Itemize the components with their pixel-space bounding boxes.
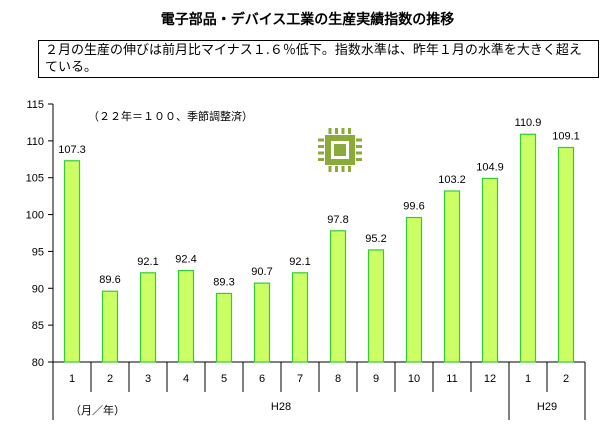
chip-core [334,144,346,156]
chip-pin [318,158,324,161]
x-tick-label: 4 [183,373,189,385]
x-tick-label: 6 [259,373,265,385]
data-label: 92.1 [137,256,158,268]
data-label: 97.8 [327,214,348,226]
x-tick-label: 1 [69,373,75,385]
bar [63,160,81,363]
y-tick-label: 100 [26,210,44,222]
bar [557,146,575,363]
unit-label: （月／年） [70,403,125,417]
x-tick-label: 1 [525,373,531,385]
chart-title: 電子部品・デバイス工業の生産実績指数の推移 [160,12,455,28]
chip-pin [341,166,345,172]
callout-text: ２月の生産の伸びは前月比マイナス１.６％低下。指数水準は、昨年１月の水準を大きく… [45,43,582,75]
x-tick-label: 2 [107,373,113,385]
chip-pin [356,145,362,148]
chip-pin [335,128,338,134]
data-label: 110.9 [515,117,542,129]
bar [101,290,119,363]
y-tick-label: 110 [26,136,44,148]
x-tick-label: 3 [145,373,151,385]
data-label: 92.1 [289,256,310,268]
bar [443,190,461,363]
chip-pin [335,166,338,172]
x-tick-label: 11 [446,373,457,385]
data-label: 103.2 [438,174,466,186]
chip-pin [348,166,351,172]
x-tick-label: 5 [221,373,227,385]
y-tick-label: 115 [26,99,44,111]
x-tick-label: 12 [484,373,496,385]
year-label: H28 [271,401,291,413]
bar [405,216,423,363]
data-labels: 107.3 89.6 92.1 92.4 89.3 90.7 92.1 97.8 95.2 99.… [58,117,580,288]
bar [253,282,271,363]
chip-pin [356,138,362,142]
data-label: 89.3 [213,276,234,288]
index-note: （２２年＝１００、季節調整済） [88,109,253,123]
chip-pin [318,145,324,148]
bar [519,133,537,363]
microchip-icon [318,128,362,172]
data-label: 104.9 [476,161,504,173]
data-label: 95.2 [365,233,386,245]
y-tick-label: 80 [32,357,44,369]
bars [63,133,575,363]
data-label: 99.6 [403,201,424,213]
data-label: 107.3 [58,144,86,156]
bar [481,177,499,363]
data-label: 109.1 [552,130,580,142]
x-tick-label: 9 [373,373,379,385]
chip-pin [356,158,362,161]
chip-pin [328,166,332,172]
y-tick-label: 95 [32,246,44,258]
data-label: 90.7 [251,266,272,278]
chip-pin [348,128,351,134]
chip-pin [318,138,324,142]
chip-pin [318,151,324,155]
bar [139,272,157,363]
chip-pin [341,128,345,134]
bar [367,249,385,363]
bar [215,292,233,363]
x-tick-label: 2 [563,373,569,385]
bar [177,269,195,363]
data-label: 89.6 [99,274,120,286]
y-tick-label: 90 [32,283,44,295]
x-tick-label: 8 [335,373,341,385]
chip-pin [356,151,362,155]
data-label: 92.4 [175,254,196,266]
bar [291,272,309,363]
callout-box: ２月の生産の伸びは前月比マイナス１.６％低下。指数水準は、昨年１月の水準を大きく… [38,40,599,78]
chip-pin [328,128,332,134]
y-tick-label: 105 [26,173,44,185]
bar [329,230,347,363]
x-tick-label: 7 [297,373,303,385]
x-tick-label: 10 [408,373,420,385]
y-tick-label: 85 [32,320,44,332]
year-label: H29 [537,401,557,413]
